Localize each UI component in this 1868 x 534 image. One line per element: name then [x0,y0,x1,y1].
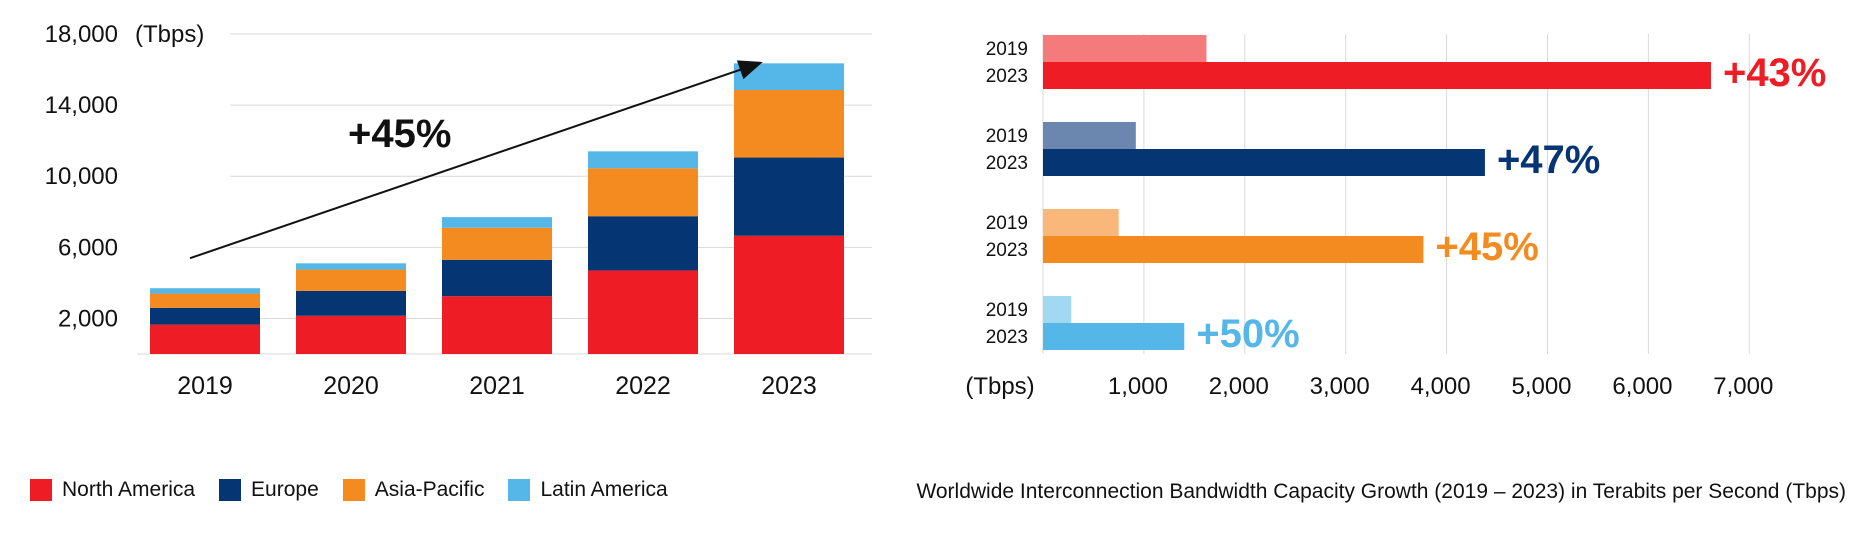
bar-2023-europe [1043,149,1485,176]
bar-segment-latin-america [150,288,260,294]
year-label: 2023 [986,327,1028,348]
bar-2019-europe [1043,122,1136,149]
bar-segment-asia-pacific [442,227,552,260]
bar-2023-latin-america [1043,323,1185,350]
legend-item-europe: Europe [219,478,319,502]
year-label: 2019 [986,300,1028,321]
bar-2019-north-america [1043,35,1207,62]
bar-segment-latin-america [734,63,844,90]
x-tick-label: 6,000 [1612,373,1672,400]
bar-2019-asia-pacific [1043,209,1119,236]
bar-segment-europe [150,307,260,325]
year-label: 2019 [986,213,1028,234]
y-tick-label: 6,000 [58,234,118,261]
bar-segment-europe [734,157,844,236]
x-tick-label: 7,000 [1713,373,1773,400]
bar-segment-asia-pacific [150,293,260,308]
legend-item-latin-america: Latin America [508,478,668,502]
bar-segment-north-america [734,235,844,354]
chart-caption: Worldwide Interconnection Bandwidth Capa… [916,480,1846,503]
x-tick-label: 2,000 [1209,373,1269,400]
legend-item-asia-pacific: Asia-Pacific [342,478,485,502]
bar-2023-asia-pacific [1043,236,1424,263]
legend-swatch-latin-america [508,479,531,501]
growth-annotation: +45% [348,112,451,156]
bar-segment-europe [442,259,552,297]
bar-segment-asia-pacific [734,90,844,158]
growth-label-asia-pacific: +45% [1435,225,1538,269]
bar-2023-north-america [1043,62,1711,89]
bar-segment-latin-america [588,151,698,169]
growth-label-latin-america: +50% [1196,312,1299,356]
bar-segment-europe [588,216,698,271]
legend-label: Europe [251,478,319,501]
x-tick-label: 5,000 [1511,373,1571,400]
x-tick-label: 3,000 [1310,373,1370,400]
bar-segment-north-america [588,270,698,354]
legend: North America Europe Asia-Pacific Latin … [30,478,692,502]
year-label: 2023 [986,153,1028,174]
growth-arrow [189,60,763,260]
y-tick-label: 2,000 [58,305,118,332]
x-tick-label: 2022 [615,372,671,400]
x-tick-label: 2021 [469,372,525,400]
legend-label: Latin America [540,478,668,501]
legend-label: Asia-Pacific [374,478,485,501]
legend-swatch-europe [219,479,242,501]
x-tick-label: 2023 [761,372,817,400]
x-tick-label: 2019 [177,372,233,400]
year-label: 2019 [986,126,1028,147]
bar-2019-latin-america [1043,296,1072,323]
bar-segment-north-america [296,315,406,354]
bar-segment-asia-pacific [296,269,406,291]
year-label: 2019 [986,39,1028,60]
y-tick-label: 14,000 [45,92,118,119]
unit-label: (Tbps) [965,373,1034,400]
bar-segment-europe [296,290,406,316]
bar-segment-north-america [442,296,552,354]
x-tick-label: 2020 [323,372,379,400]
bar-segment-latin-america [296,263,406,270]
bar-segment-north-america [150,324,260,354]
legend-swatch-asia-pacific [342,479,365,501]
bar-segment-latin-america [442,217,552,228]
unit-label: (Tbps) [135,21,204,48]
y-tick-label: 18,000 [45,21,118,48]
year-label: 2023 [986,66,1028,87]
y-tick-label: 10,000 [45,163,118,190]
x-tick-label: 1,000 [1108,373,1168,400]
bar-segment-asia-pacific [588,168,698,217]
year-label: 2023 [986,240,1028,261]
growth-label-north-america: +43% [1723,51,1826,95]
legend-item-north-america: North America [30,478,195,502]
growth-label-europe: +47% [1497,138,1600,182]
legend-swatch-north-america [30,479,52,501]
legend-label: North America [62,478,196,501]
x-tick-label: 4,000 [1411,373,1471,400]
